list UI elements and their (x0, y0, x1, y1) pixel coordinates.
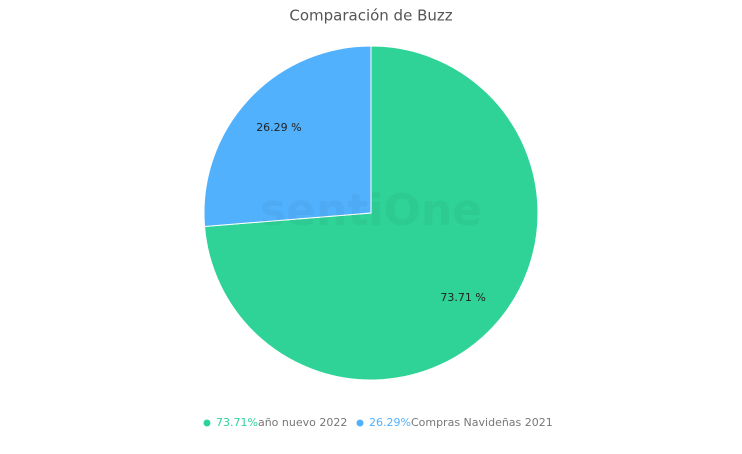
legend-value: 73.71% (216, 416, 258, 429)
legend-marker (203, 419, 211, 427)
pie-slice (203, 45, 372, 228)
legend-label: año nuevo 2022 (258, 416, 347, 429)
data-label: 73.71 % (440, 291, 485, 304)
legend-entry: 26.29%Compras Navideñas 2021 (369, 416, 553, 429)
data-label: 26.29 % (256, 121, 301, 134)
legend-value: 26.29% (369, 416, 411, 429)
legend-marker (356, 419, 364, 427)
chart-title: Comparación de Buzz (289, 7, 452, 25)
watermark: sentiOne (260, 185, 482, 236)
legend-label: Compras Navideñas 2021 (411, 416, 553, 429)
legend-entry: 73.71%año nuevo 2022 (216, 416, 347, 429)
